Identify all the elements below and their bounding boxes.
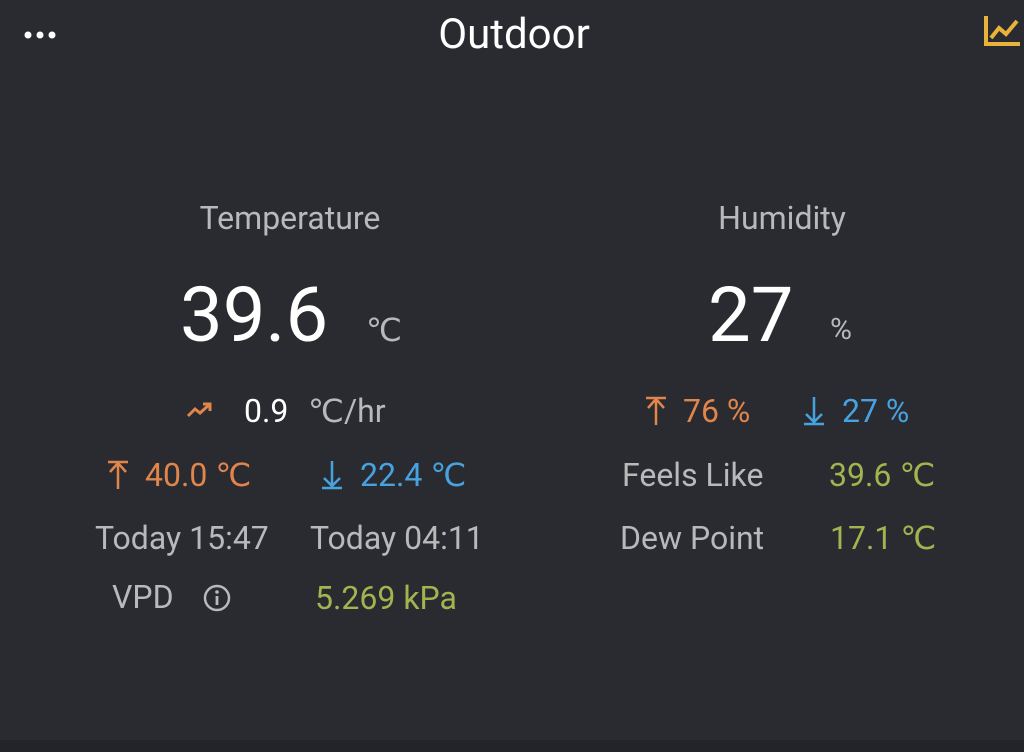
humidity-low: 27 % — [842, 392, 910, 430]
rate-value: 0.9 — [244, 392, 289, 430]
temperature-unit: ℃ — [366, 311, 402, 349]
title: Outdoor — [438, 10, 590, 59]
menu-icon[interactable] — [24, 28, 58, 42]
bottom-bar — [0, 740, 1024, 752]
temperature-low: 22.4 ℃ — [360, 456, 467, 494]
low-arrow — [322, 461, 342, 490]
chart-icon[interactable] — [982, 14, 1022, 48]
high-time: Today 15:47 — [95, 519, 269, 557]
rate-unit: ℃/hr — [308, 392, 386, 430]
temperature-label: Temperature — [199, 199, 381, 237]
low-time: Today 04:11 — [310, 519, 484, 557]
trend-icon — [186, 402, 212, 418]
feels-like-label: Feels Like — [622, 456, 764, 494]
humidity-unit: % — [830, 312, 852, 347]
dew-point-value: 17.1 ℃ — [830, 519, 937, 557]
high-arrow — [646, 396, 666, 425]
info-icon[interactable] — [202, 583, 232, 613]
humidity-high: 76 % — [683, 392, 751, 430]
temperature-value: 39.6 — [180, 270, 329, 360]
humidity-value: 27 — [708, 270, 794, 360]
vpd-label: VPD — [112, 578, 174, 616]
low-arrow — [804, 397, 824, 426]
temperature-high: 40.0 ℃ — [145, 456, 252, 494]
feels-like-value: 39.6 ℃ — [829, 456, 936, 494]
high-arrow — [108, 460, 128, 489]
dew-point-label: Dew Point — [620, 519, 765, 557]
vpd-value: 5.269 kPa — [315, 579, 457, 617]
humidity-label: Humidity — [718, 199, 846, 237]
